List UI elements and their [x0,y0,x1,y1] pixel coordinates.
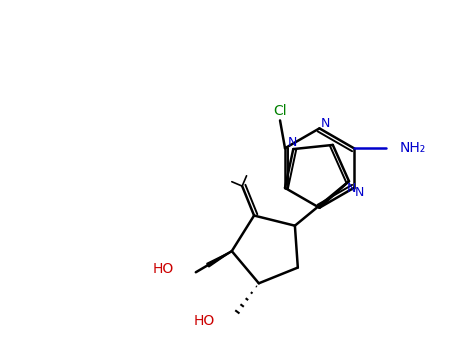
Text: N: N [321,117,330,130]
Text: NH₂: NH₂ [399,141,426,155]
Text: HO: HO [194,314,215,328]
Text: N: N [288,136,297,149]
Polygon shape [207,251,232,267]
Text: N: N [346,182,356,195]
Text: HO: HO [153,262,174,276]
Text: N: N [355,186,364,200]
Text: Cl: Cl [273,104,287,118]
